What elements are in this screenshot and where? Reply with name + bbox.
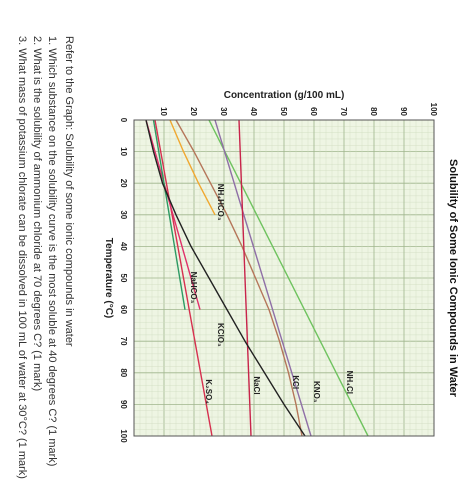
series-label: KClO₃ (216, 323, 225, 347)
series-label: KNO₃ (312, 381, 321, 403)
x-tick-label: 20 (119, 179, 128, 188)
y-tick-label: 30 (219, 107, 228, 116)
series-label: KCl (291, 375, 300, 389)
series-layer (145, 119, 369, 437)
series-label: NaCl (252, 376, 261, 394)
intro-text: Refer to the Graph: Solubility of some i… (63, 36, 75, 347)
series-label: NH₄HCO₃ (216, 184, 225, 221)
x-tick-label: 30 (119, 210, 128, 219)
series-line-6 (152, 119, 186, 310)
series-label: NH₄Cl (345, 371, 354, 394)
series-line-4 (154, 119, 213, 437)
series-label: K₂SO₄ (204, 379, 213, 404)
y-tick-label: 90 (399, 107, 408, 116)
series-labels: KNO₃ NH₄Cl KCl NaCl K₂SO₄ KClO₃ NaHCO₃ NH₄HCO₃ (189, 184, 354, 405)
x-tick-label: 100 (119, 429, 128, 443)
x-tick-label: 50 (119, 274, 128, 283)
rotated-content: KNO₃ NH₄Cl KCl NaCl K₂SO₄ KClO₃ NaHCO₃ NH₄HCO₃ … (16, 36, 459, 479)
series-line-3 (238, 119, 252, 437)
x-tick-label: 40 (119, 242, 128, 251)
y-tick-label: 10 (159, 107, 168, 116)
series-line-7 (169, 119, 216, 216)
y-tick-label: 50 (279, 107, 288, 116)
y-axis-label: Concentration (g/100 mL) (224, 90, 345, 101)
series-label: NaHCO₃ (189, 272, 198, 304)
series-line-5 (145, 119, 201, 310)
question-1: 1. Which substance on the solubility cur… (46, 36, 58, 467)
y-tick-label: 40 (249, 107, 258, 116)
series-line-2 (214, 119, 312, 437)
question-3: 3. What mass of potassium chlorate can b… (16, 36, 28, 479)
x-tick-label: 0 (119, 118, 128, 123)
x-tick-label: 70 (119, 337, 128, 346)
series-line-1 (208, 119, 369, 437)
series-line-8 (145, 119, 306, 437)
x-tick-label: 10 (119, 147, 128, 156)
x-axis-label: Temperature (°C) (103, 238, 114, 319)
y-tick-label: 100 (429, 103, 438, 117)
y-tick-label: 70 (339, 107, 348, 116)
x-tick-label: 90 (119, 400, 128, 409)
y-tick-label: 80 (369, 107, 378, 116)
x-tick-label: 80 (119, 368, 128, 377)
solubility-chart: KNO₃ NH₄ClKClNaClK₂SO₄KClO₃NaHCO₃NH₄HCO₃ … (103, 90, 459, 444)
question-2: 2. What is the solubility of ammonium ch… (31, 36, 43, 392)
series-line-0 (175, 119, 303, 437)
axis-ticks: 0 10 20 30 40 50 60 70 80 90 100 10 20 30 40 50 60 70 80 90… (119, 103, 438, 444)
plot-frame (133, 119, 435, 437)
y-tick-label: 20 (189, 107, 198, 116)
chart-title: Solubility of Some Ionic Compounds in Wa… (447, 159, 459, 398)
x-tick-label: 60 (119, 305, 128, 314)
y-tick-label: 60 (309, 107, 318, 116)
